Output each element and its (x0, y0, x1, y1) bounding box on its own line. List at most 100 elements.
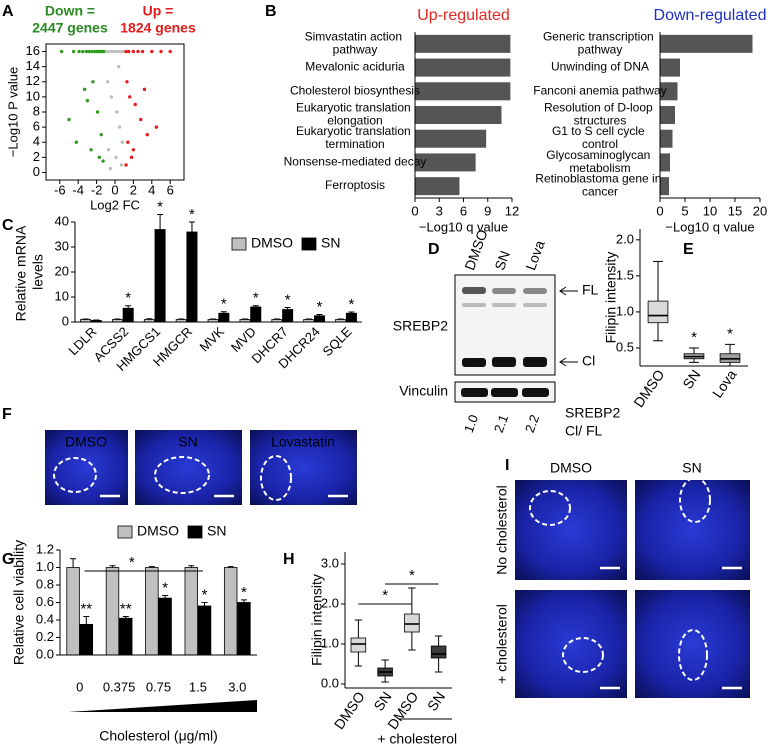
x-tick-label: 0.375 (103, 679, 136, 694)
y-tick-label: 0.4 (36, 611, 54, 626)
bar (250, 306, 262, 323)
significance: * (727, 325, 733, 342)
bracket-label: * (129, 554, 135, 571)
x-tick-label: SN (370, 689, 394, 714)
ratio-label: 2.1 (491, 413, 511, 435)
band (523, 357, 547, 367)
bracket-label: * (382, 587, 388, 604)
category-label: Nonsense-mediated decay (284, 155, 427, 169)
legend-label: SN (321, 235, 340, 251)
error-bar (273, 318, 280, 320)
y-tick-label: 0.6 (36, 594, 54, 609)
point (136, 49, 140, 54)
point (85, 98, 90, 103)
x-tick-label: 1.5 (189, 679, 207, 694)
error-bar (70, 558, 77, 568)
text-line: pathway (578, 43, 623, 57)
significance: * (125, 290, 131, 307)
y-tick-label: 1.5 (616, 267, 634, 282)
y-tick-label: 12 (26, 73, 40, 88)
point (125, 80, 129, 84)
legend-swatch (301, 237, 317, 251)
group-label: + cholesterol (377, 731, 457, 747)
error-bar (83, 616, 90, 625)
error-bar (305, 318, 312, 320)
point (106, 148, 111, 152)
point (116, 49, 120, 54)
image (250, 430, 357, 505)
point (110, 49, 114, 54)
chart-title: Up-regulated (417, 7, 510, 24)
text-line: Unwinding of DNA (551, 60, 649, 74)
category-label: Retinoblastoma gene in cancer (535, 172, 664, 199)
error-bar (252, 305, 259, 307)
x-tick-label: DMSO (630, 367, 667, 411)
band (522, 388, 549, 397)
y-tick-label: 0.2 (36, 629, 54, 644)
error-bar (210, 318, 217, 320)
category-label: Resolution of D-loop structures (544, 101, 656, 128)
x-tick-label: 0 (76, 679, 83, 694)
text-line: pathway (333, 43, 378, 57)
error-bar (162, 595, 169, 599)
row-label: + cholesterol (494, 604, 510, 684)
row-label: No cholesterol (494, 485, 510, 575)
category-label: Ferroptosis (325, 178, 385, 192)
ratio-label: 2.2 (522, 413, 542, 435)
point (150, 49, 154, 54)
text-line: control (582, 137, 618, 151)
x-tick-label: 20 (753, 203, 767, 218)
y-tick-label: 2.0 (321, 595, 339, 610)
x-tick-label: MVK (197, 324, 228, 355)
bar (660, 105, 675, 125)
error-bar (188, 221, 195, 232)
point (82, 87, 87, 92)
x-tick-label: 0 (656, 203, 663, 218)
bar (158, 597, 172, 656)
band (523, 303, 547, 307)
y-axis-label: Filipin intensity (603, 252, 619, 344)
significance: ** (120, 600, 132, 617)
x-tick-label: 10 (703, 203, 717, 218)
legend-swatch (231, 237, 247, 251)
chart-title: Down-regulated (654, 7, 767, 24)
point (120, 140, 125, 144)
image (515, 480, 627, 580)
error-bar (146, 318, 153, 320)
y-tick-label: 4 (33, 134, 40, 149)
y-tick-label: 10 (55, 288, 69, 303)
point (109, 95, 114, 99)
bar (415, 58, 511, 77)
bar (119, 617, 133, 656)
y-tick-label: 0.0 (321, 675, 339, 690)
x-tick-label: SQLE (319, 324, 354, 359)
plot-frame (45, 43, 185, 181)
legend-swatch (187, 525, 203, 539)
text-line: metabolism (569, 161, 630, 175)
gradient-wedge (68, 700, 257, 712)
significance: * (202, 586, 208, 603)
outline (53, 457, 97, 493)
point (105, 80, 110, 84)
category-label: Generic transcription pathway (543, 30, 657, 57)
point (133, 102, 137, 107)
x-axis-label: −Log10 q value (419, 219, 508, 234)
text-line: Cholesterol biosynthesis (290, 83, 420, 97)
bracket-label: * (409, 567, 415, 584)
x-axis-label: −Log10 q value (665, 219, 754, 234)
point (154, 125, 159, 129)
significance: * (317, 298, 323, 315)
point (127, 49, 131, 54)
error-bar (337, 318, 344, 320)
y-tick-label: 10 (26, 88, 40, 103)
x-tick-label: 3.0 (228, 679, 246, 694)
point (71, 49, 76, 54)
bar (122, 307, 134, 323)
western-blot (454, 274, 578, 403)
text-line: Nonsense-mediated decay (284, 155, 427, 169)
ratio-label: 1.0 (461, 413, 481, 435)
significance: * (241, 584, 247, 601)
error-bar (122, 616, 129, 619)
arrow (559, 357, 578, 367)
